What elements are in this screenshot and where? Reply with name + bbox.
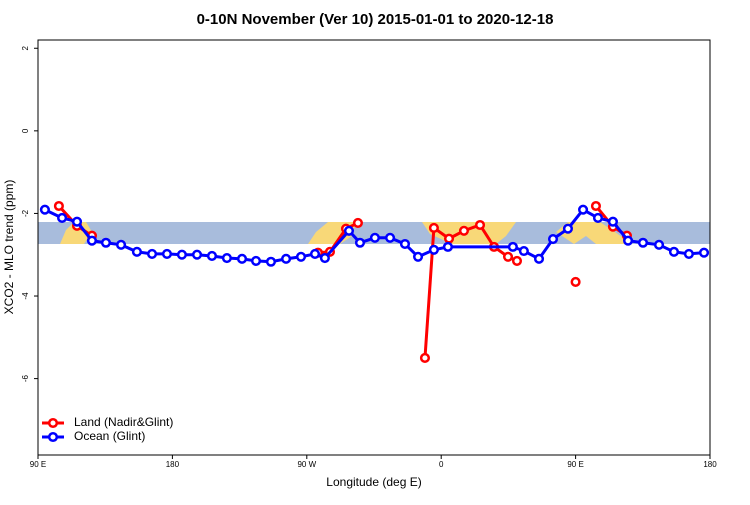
legend-label: Ocean (Glint) [74,429,145,443]
data-point [502,251,514,262]
data-point [698,247,710,258]
data-point [281,253,292,264]
data-point [637,237,649,248]
data-point [86,235,97,246]
legend-label: Land (Nadir&Glint) [74,415,173,429]
y-tick-label: 0 [21,128,30,133]
data-point [354,237,366,248]
data-point [562,223,573,234]
data-point [385,232,396,243]
data-point [623,235,634,246]
data-point [507,241,518,252]
data-point [668,246,680,257]
data-point [206,250,218,262]
data-point [295,251,307,262]
y-axis-title: XCO2 - MLO trend (ppm) [2,180,16,315]
data-point [399,238,411,250]
data-point [369,232,380,243]
x-tick-label: 180 [166,460,180,469]
x-tick-label: 90 E [30,460,46,469]
data-point [419,352,431,364]
data-point [352,217,363,228]
data-point [590,200,601,212]
data-point [39,204,50,215]
data-point [578,204,589,215]
data-point [319,252,330,264]
legend-marker [47,417,59,429]
data-point [428,222,439,233]
data-point [653,239,665,250]
data-point [607,216,618,227]
data-point [191,249,203,260]
x-axis-title: Longitude (deg E) [326,475,421,489]
data-point [547,233,559,245]
data-point [236,253,248,264]
data-point [100,237,111,248]
data-point [309,248,321,259]
plot-frame [37,39,711,456]
chart-title: 0-10N November (Ver 10) 2015-01-01 to 20… [197,11,554,28]
data-point [443,233,455,244]
land-patch [60,222,92,244]
x-tick-label: 90 W [297,460,316,469]
data-point [343,225,355,236]
data-point [57,212,68,224]
data-point [592,212,604,224]
data-point [570,276,581,288]
data-point [161,248,173,259]
x-tick-label: 90 E [567,460,583,469]
x-tick-label: 180 [703,460,717,469]
data-point [683,248,694,259]
data-point [413,251,424,262]
y-tick-label: -4 [21,292,30,300]
data-point [221,252,232,264]
data-point [518,245,529,257]
data-point [428,244,439,255]
land-patch [556,222,632,244]
data-point [250,255,262,266]
data-point [474,219,486,231]
data-point [131,246,142,257]
data-point [265,256,277,267]
data-point [176,249,187,260]
y-tick-label: 2 [21,45,30,50]
data-point [71,216,83,227]
data-point [533,253,545,264]
data-point [53,200,64,212]
data-point [442,241,453,252]
data-point [458,225,470,236]
data-point [511,255,523,266]
y-tick-label: -2 [21,209,30,217]
data-point [116,239,127,250]
y-tick-label: -6 [21,375,30,383]
legend-marker [47,431,59,443]
x-tick-label: 0 [439,460,444,469]
data-point [147,248,158,259]
